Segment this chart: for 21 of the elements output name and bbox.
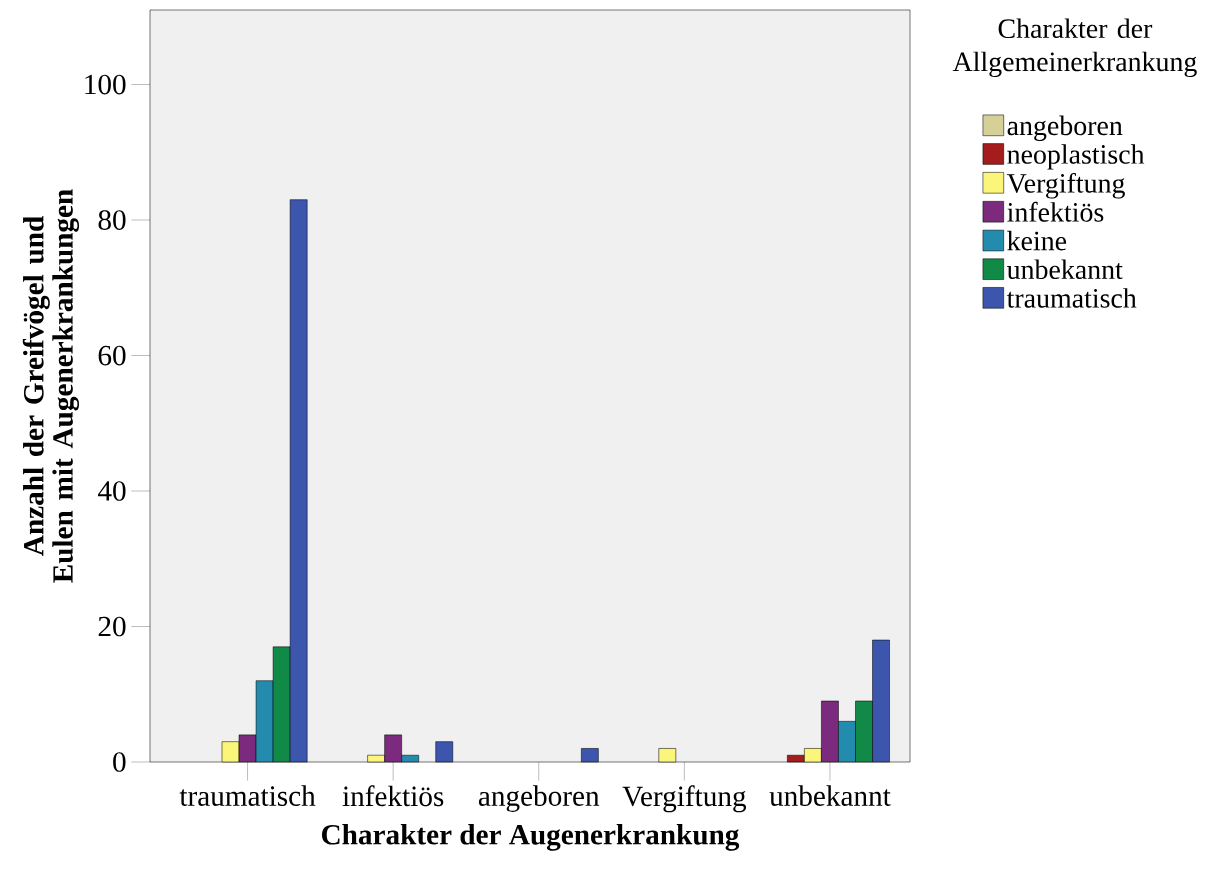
legend-label: keine — [1007, 230, 1067, 251]
legend-label: infektiös — [1007, 201, 1104, 222]
legend-label: angeboren — [1007, 115, 1123, 141]
x-tick-label: traumatisch — [179, 785, 316, 806]
y-tick-label: 60 — [98, 345, 126, 366]
y-tick-label: 100 — [85, 74, 126, 95]
x-tick-label: unbekannt — [769, 785, 891, 806]
y-tick-label: 40 — [97, 481, 126, 501]
y-axis-title: Anzahl der Greifvögel und Eulen mit Augenerkrankungen — [22, 189, 80, 583]
legend-label: Vergiftung — [1006, 172, 1125, 199]
x-tick-label: Vergiftung — [622, 785, 747, 813]
legend-label: traumatisch — [1006, 288, 1137, 308]
legend-label: neoplastisch — [1007, 144, 1145, 170]
y-tick-label: 80 — [98, 210, 126, 230]
legend-title: Charakter der Allgemeinerkrankung — [952, 18, 1197, 78]
y-tick-label: 0 — [113, 752, 126, 772]
legend-label: unbekannt — [1007, 259, 1123, 280]
y-tick-label: 20 — [98, 616, 126, 637]
x-tick-label: infektiös — [342, 785, 444, 807]
x-axis-title: Charakter der Augenerkrankung — [322, 824, 740, 851]
x-tick-label: angeboren — [478, 785, 600, 812]
